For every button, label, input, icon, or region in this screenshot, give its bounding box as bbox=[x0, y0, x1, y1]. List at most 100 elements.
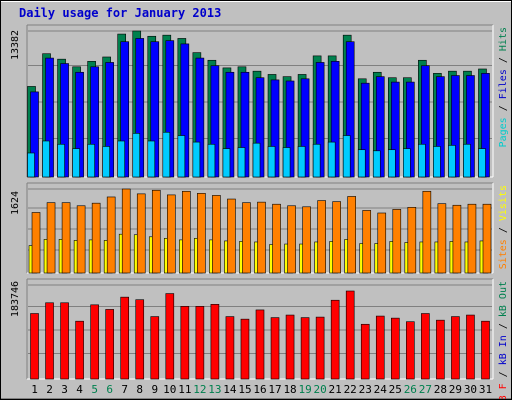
legend-item-kb-out: kB Out bbox=[498, 281, 509, 317]
bar-kb-f-day-24 bbox=[375, 315, 385, 380]
bar-kb-f-day-3 bbox=[60, 302, 69, 380]
y-tick-label: 13382 bbox=[10, 30, 21, 60]
bar-sites-day-5 bbox=[91, 202, 101, 274]
bar-pages-day-12 bbox=[192, 141, 201, 178]
x-tick-label-day-6: 6 bbox=[106, 383, 113, 396]
bar-kb-f-day-27 bbox=[421, 313, 430, 380]
bar-pages-day-11 bbox=[177, 135, 186, 178]
x-tick-label-day-15: 15 bbox=[238, 383, 251, 396]
legend-item-kb-f: kB F bbox=[498, 383, 509, 399]
bar-kb-f-day-2 bbox=[45, 302, 54, 380]
panel-2: 1624 Sites / Visits bbox=[10, 182, 509, 274]
y-tick-label: 183746 bbox=[10, 281, 21, 317]
bar-pages-day-13 bbox=[207, 143, 216, 178]
bar-kb-f-day-8 bbox=[135, 299, 145, 380]
bar-sites-day-18 bbox=[287, 205, 296, 274]
x-tick-label-day-27: 27 bbox=[419, 383, 432, 396]
x-tick-label-day-3: 3 bbox=[61, 383, 68, 396]
bar-kb-f-day-9 bbox=[150, 316, 160, 380]
bar-sites-day-19 bbox=[302, 206, 311, 274]
bar-sites-day-4 bbox=[76, 205, 86, 274]
bar-pages-day-28 bbox=[433, 146, 441, 178]
legend: Sites / Visits bbox=[498, 185, 509, 269]
bar-pages-day-10 bbox=[162, 131, 171, 178]
bar-pages-day-16 bbox=[252, 142, 261, 178]
x-tick-label-day-17: 17 bbox=[268, 383, 281, 396]
bar-sites-day-22 bbox=[347, 196, 356, 274]
bar-pages-day-19 bbox=[297, 146, 306, 178]
frame-shadow bbox=[1, 398, 511, 399]
bar-pages-day-7 bbox=[117, 140, 126, 178]
bar-sites-day-7 bbox=[121, 188, 131, 274]
y-tick-label: 1624 bbox=[10, 191, 21, 215]
bar-kb-f-day-14 bbox=[225, 316, 235, 380]
bar-sites-day-10 bbox=[167, 194, 176, 274]
x-tick-label-day-29: 29 bbox=[449, 383, 462, 396]
x-tick-label-day-9: 9 bbox=[151, 383, 158, 396]
bar-pages-day-3 bbox=[57, 143, 65, 178]
bar-kb-f-day-5 bbox=[90, 304, 99, 380]
bar-sites-day-6 bbox=[106, 196, 116, 274]
bar-pages-day-4 bbox=[72, 148, 80, 178]
x-tick-label-day-19: 19 bbox=[298, 383, 311, 396]
bar-sites-day-13 bbox=[212, 195, 221, 274]
bar-kb-f-day-13 bbox=[210, 304, 220, 380]
bar-sites-day-9 bbox=[151, 189, 161, 274]
bar-kb-f-day-4 bbox=[75, 320, 84, 380]
bar-kb-f-day-28 bbox=[436, 319, 445, 380]
legend-separator: / bbox=[498, 317, 509, 335]
bar-sites-day-16 bbox=[257, 201, 266, 274]
bar-sites-day-2 bbox=[46, 202, 56, 274]
x-tick-label-day-24: 24 bbox=[374, 383, 388, 396]
bar-pages-day-30 bbox=[463, 143, 471, 178]
x-tick-label-day-13: 13 bbox=[208, 383, 221, 396]
bar-sites-day-31 bbox=[482, 203, 492, 274]
legend-item-hits: Hits bbox=[498, 27, 509, 51]
bar-kb-f-day-1 bbox=[30, 313, 39, 380]
bar-sites-day-21 bbox=[332, 201, 341, 274]
x-tick-label-day-1: 1 bbox=[31, 383, 38, 396]
bar-sites-day-12 bbox=[197, 193, 206, 274]
bar-pages-day-15 bbox=[237, 147, 246, 178]
bar-kb-f-day-19 bbox=[300, 317, 310, 380]
legend-separator: / bbox=[498, 51, 509, 69]
bar-kb-f-day-20 bbox=[315, 316, 325, 380]
bar-kb-f-day-18 bbox=[285, 314, 295, 380]
bar-sites-day-29 bbox=[452, 204, 462, 274]
bar-sites-day-27 bbox=[422, 190, 432, 274]
bar-pages-day-31 bbox=[478, 148, 486, 178]
bar-pages-day-29 bbox=[448, 145, 456, 178]
bar-pages-day-2 bbox=[42, 140, 50, 178]
x-tick-label-day-25: 25 bbox=[389, 383, 402, 396]
bar-kb-f-day-17 bbox=[270, 317, 280, 380]
bar-pages-day-5 bbox=[87, 143, 95, 178]
bar-kb-f-day-6 bbox=[105, 309, 114, 380]
x-tick-label-day-28: 28 bbox=[434, 383, 447, 396]
x-tick-label-day-22: 22 bbox=[344, 383, 357, 396]
bar-pages-day-26 bbox=[403, 148, 411, 178]
bar-pages-day-24 bbox=[372, 150, 381, 178]
x-tick-label-day-8: 8 bbox=[136, 383, 143, 396]
x-tick-label-day-7: 7 bbox=[121, 383, 128, 396]
x-tick-label-day-14: 14 bbox=[223, 383, 237, 396]
bar-kb-f-day-23 bbox=[360, 323, 370, 380]
x-tick-label-day-5: 5 bbox=[91, 383, 98, 396]
bar-kb-f-day-29 bbox=[451, 316, 460, 380]
bar-pages-day-9 bbox=[147, 140, 156, 178]
bar-kb-f-day-25 bbox=[390, 317, 400, 380]
bar-sites-day-28 bbox=[437, 203, 447, 274]
bar-sites-day-15 bbox=[242, 202, 251, 274]
legend-separator: / bbox=[498, 365, 509, 383]
bar-pages-day-21 bbox=[327, 141, 336, 178]
bar-kb-f-day-31 bbox=[481, 320, 490, 380]
bar-kb-f-day-26 bbox=[406, 321, 415, 380]
legend-item-visits: Visits bbox=[498, 185, 509, 221]
bar-kb-f-day-10 bbox=[165, 293, 175, 380]
bar-kb-f-day-16 bbox=[255, 309, 265, 380]
x-tick-label-day-26: 26 bbox=[404, 383, 417, 396]
bar-sites-day-26 bbox=[407, 207, 417, 274]
bar-kb-f-day-30 bbox=[466, 314, 475, 380]
x-axis-labels: 1 2 3 4 5 6 7 8 9 10 11 12 13 14 15 16 17 18 19 20 21 22 23 24 2… bbox=[31, 383, 492, 396]
x-tick-label-day-18: 18 bbox=[283, 383, 296, 396]
